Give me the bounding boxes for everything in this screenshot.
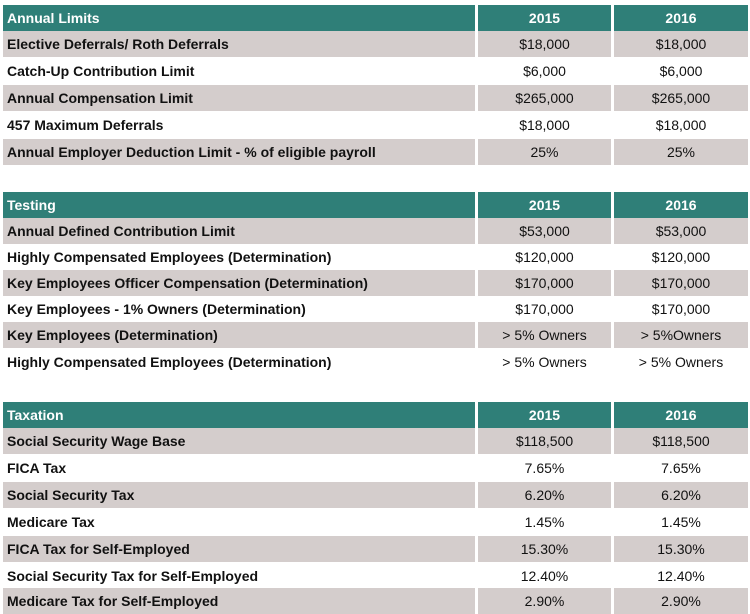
annual-limits-header-row: Annual Limits 2015 2016 <box>0 5 750 31</box>
value-2016: > 5%Owners <box>614 322 748 348</box>
row-label: Social Security Wage Base <box>3 428 475 454</box>
value-2016: 6.20% <box>614 482 748 508</box>
row-label: FICA Tax <box>7 460 67 476</box>
value-2015: $120,000 <box>515 249 574 265</box>
row-label: Elective Deferrals/ Roth Deferrals <box>3 31 475 57</box>
year-2015-header: 2015 <box>478 5 611 31</box>
row-label: Catch-Up Contribution Limit <box>7 63 195 79</box>
value-2016: 2.90% <box>614 588 748 614</box>
value-2015: 7.65% <box>524 460 565 476</box>
year-2016-header: 2016 <box>614 402 748 428</box>
table-row: Annual Compensation Limit $265,000 $265,… <box>0 85 750 111</box>
table-row: 457 Maximum Deferrals $18,000 $18,000 <box>0 112 750 138</box>
value-2016: $6,000 <box>659 63 703 79</box>
row-label: Key Employees Officer Compensation (Dete… <box>3 270 475 296</box>
table-row: Highly Compensated Employees (Determinat… <box>0 349 750 375</box>
year-2015-header: 2015 <box>478 402 611 428</box>
value-2016: $265,000 <box>614 85 748 111</box>
row-label: Key Employees (Determination) <box>3 322 475 348</box>
row-label: Social Security Tax <box>3 482 475 508</box>
value-2015: $118,500 <box>478 428 611 454</box>
year-2016-header: 2016 <box>614 5 748 31</box>
value-2015: $18,000 <box>519 117 570 133</box>
table-row: Medicare Tax for Self-Employed 2.90% 2.9… <box>0 588 750 614</box>
value-2016: 12.40% <box>657 568 705 584</box>
table-row: Key Employees Officer Compensation (Dete… <box>0 270 750 296</box>
value-2015: $170,000 <box>478 270 611 296</box>
row-label: Annual Defined Contribution Limit <box>3 218 475 244</box>
value-2015: 2.90% <box>478 588 611 614</box>
year-2016-header: 2016 <box>614 192 748 218</box>
value-2016: > 5% Owners <box>638 354 724 370</box>
table-row: FICA Tax for Self-Employed 15.30% 15.30% <box>0 536 750 562</box>
table-row: Elective Deferrals/ Roth Deferrals $18,0… <box>0 31 750 57</box>
table-row: Annual Defined Contribution Limit $53,00… <box>0 218 750 244</box>
row-label: Key Employees - 1% Owners (Determination… <box>7 301 306 317</box>
row-label: Social Security Tax for Self-Employed <box>7 568 259 584</box>
table-row: Key Employees (Determination) > 5% Owner… <box>0 322 750 348</box>
value-2015: 6.20% <box>478 482 611 508</box>
value-2016: $170,000 <box>614 270 748 296</box>
row-label: Highly Compensated Employees (Determinat… <box>7 249 332 265</box>
value-2015: 15.30% <box>478 536 611 562</box>
value-2015: $265,000 <box>478 85 611 111</box>
section-title: Annual Limits <box>3 5 475 31</box>
value-2015: $6,000 <box>523 63 566 79</box>
value-2015: $18,000 <box>478 31 611 57</box>
value-2016: 25% <box>614 139 748 165</box>
value-2015: $170,000 <box>515 301 574 317</box>
year-2015-header: 2015 <box>478 192 611 218</box>
row-label: Annual Compensation Limit <box>3 85 475 111</box>
table-row: Key Employees - 1% Owners (Determination… <box>0 296 750 322</box>
value-2016: $118,500 <box>614 428 748 454</box>
value-2015: 12.40% <box>520 568 569 584</box>
row-label: Highly Compensated Employees (Determinat… <box>7 354 332 370</box>
value-2016: $18,000 <box>614 31 748 57</box>
value-2016: $18,000 <box>655 117 707 133</box>
value-2015: $53,000 <box>478 218 611 244</box>
table-row: Catch-Up Contribution Limit $6,000 $6,00… <box>0 58 750 84</box>
table-row: Social Security Tax for Self-Employed 12… <box>0 563 750 589</box>
table-row: Annual Employer Deduction Limit - % of e… <box>0 139 750 165</box>
row-label: Medicare Tax for Self-Employed <box>3 588 475 614</box>
value-2015: 25% <box>478 139 611 165</box>
row-label: Medicare Tax <box>7 514 95 530</box>
value-2016: $170,000 <box>651 301 711 317</box>
row-label: 457 Maximum Deferrals <box>7 117 164 133</box>
table-row: FICA Tax 7.65% 7.65% <box>0 455 750 481</box>
table-row: Social Security Tax 6.20% 6.20% <box>0 482 750 508</box>
value-2016: 15.30% <box>614 536 748 562</box>
value-2016: $120,000 <box>651 249 711 265</box>
table-row: Highly Compensated Employees (Determinat… <box>0 244 750 270</box>
section-title: Taxation <box>3 402 475 428</box>
table-row: Social Security Wage Base $118,500 $118,… <box>0 428 750 454</box>
section-title: Testing <box>3 192 475 218</box>
value-2015: 1.45% <box>524 514 565 530</box>
value-2016: 7.65% <box>661 460 701 476</box>
row-label: FICA Tax for Self-Employed <box>3 536 475 562</box>
value-2015: > 5% Owners <box>478 322 611 348</box>
value-2016: $53,000 <box>614 218 748 244</box>
taxation-header-row: Taxation 2015 2016 <box>0 402 750 428</box>
testing-header-row: Testing 2015 2016 <box>0 192 750 218</box>
value-2016: 1.45% <box>661 514 701 530</box>
row-label: Annual Employer Deduction Limit - % of e… <box>3 139 475 165</box>
value-2015: > 5% Owners <box>502 354 587 370</box>
table-row: Medicare Tax 1.45% 1.45% <box>0 509 750 535</box>
